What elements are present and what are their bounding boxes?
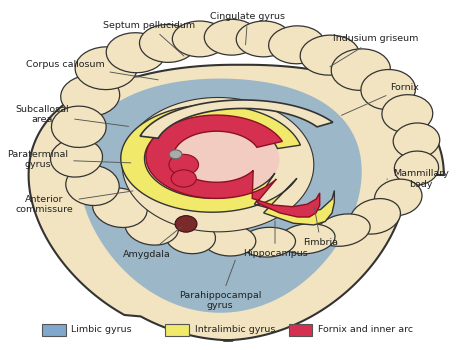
Ellipse shape: [203, 225, 256, 256]
Text: Mammillary
body: Mammillary body: [387, 169, 449, 189]
Text: Parahippocampal
gyrus: Parahippocampal gyrus: [179, 260, 262, 310]
Ellipse shape: [350, 198, 401, 234]
Text: Fornix: Fornix: [341, 83, 419, 115]
Text: Indusium griseum: Indusium griseum: [330, 34, 418, 67]
Text: Intralimbic gyrus: Intralimbic gyrus: [195, 326, 275, 335]
Text: Anterior
commissure: Anterior commissure: [16, 191, 133, 214]
Ellipse shape: [51, 106, 106, 147]
Polygon shape: [79, 78, 362, 313]
Polygon shape: [121, 105, 334, 225]
Ellipse shape: [241, 227, 295, 257]
Ellipse shape: [166, 220, 216, 254]
Ellipse shape: [382, 94, 433, 133]
Polygon shape: [146, 115, 320, 217]
Ellipse shape: [92, 188, 147, 228]
Ellipse shape: [393, 123, 440, 158]
Text: Hippocampus: Hippocampus: [243, 221, 307, 258]
Ellipse shape: [236, 21, 291, 57]
Ellipse shape: [139, 25, 196, 62]
Ellipse shape: [361, 70, 415, 110]
Ellipse shape: [106, 33, 165, 73]
Polygon shape: [140, 100, 333, 138]
Ellipse shape: [169, 150, 182, 159]
Ellipse shape: [61, 75, 120, 117]
Bar: [42, 324, 66, 336]
Text: Fornix and inner arc: Fornix and inner arc: [318, 326, 413, 335]
Ellipse shape: [175, 216, 197, 232]
Ellipse shape: [173, 21, 227, 57]
Ellipse shape: [269, 26, 325, 64]
Polygon shape: [165, 123, 280, 196]
Ellipse shape: [331, 49, 391, 90]
Text: Amygdala: Amygdala: [123, 227, 182, 259]
Ellipse shape: [300, 35, 359, 75]
Text: Fimbria: Fimbria: [303, 207, 338, 247]
Text: Subcallosal
area: Subcallosal area: [16, 105, 128, 126]
Ellipse shape: [317, 214, 370, 246]
Text: Cingulate gyrus: Cingulate gyrus: [210, 12, 285, 45]
Ellipse shape: [394, 151, 438, 185]
Text: Septum pellucidum: Septum pellucidum: [103, 21, 196, 56]
Text: Paraterminal
gyrus: Paraterminal gyrus: [7, 150, 131, 169]
Ellipse shape: [374, 179, 422, 216]
Bar: [289, 324, 312, 336]
Ellipse shape: [125, 208, 179, 245]
Ellipse shape: [75, 47, 137, 90]
Polygon shape: [122, 98, 314, 232]
Ellipse shape: [171, 170, 196, 187]
Polygon shape: [28, 65, 444, 340]
Bar: [165, 324, 189, 336]
Text: Corpus callosum: Corpus callosum: [26, 60, 158, 80]
Ellipse shape: [169, 154, 199, 175]
Ellipse shape: [204, 19, 259, 55]
Text: Limbic gyrus: Limbic gyrus: [72, 326, 132, 335]
Ellipse shape: [51, 139, 102, 177]
Ellipse shape: [66, 165, 119, 205]
Ellipse shape: [279, 224, 335, 254]
